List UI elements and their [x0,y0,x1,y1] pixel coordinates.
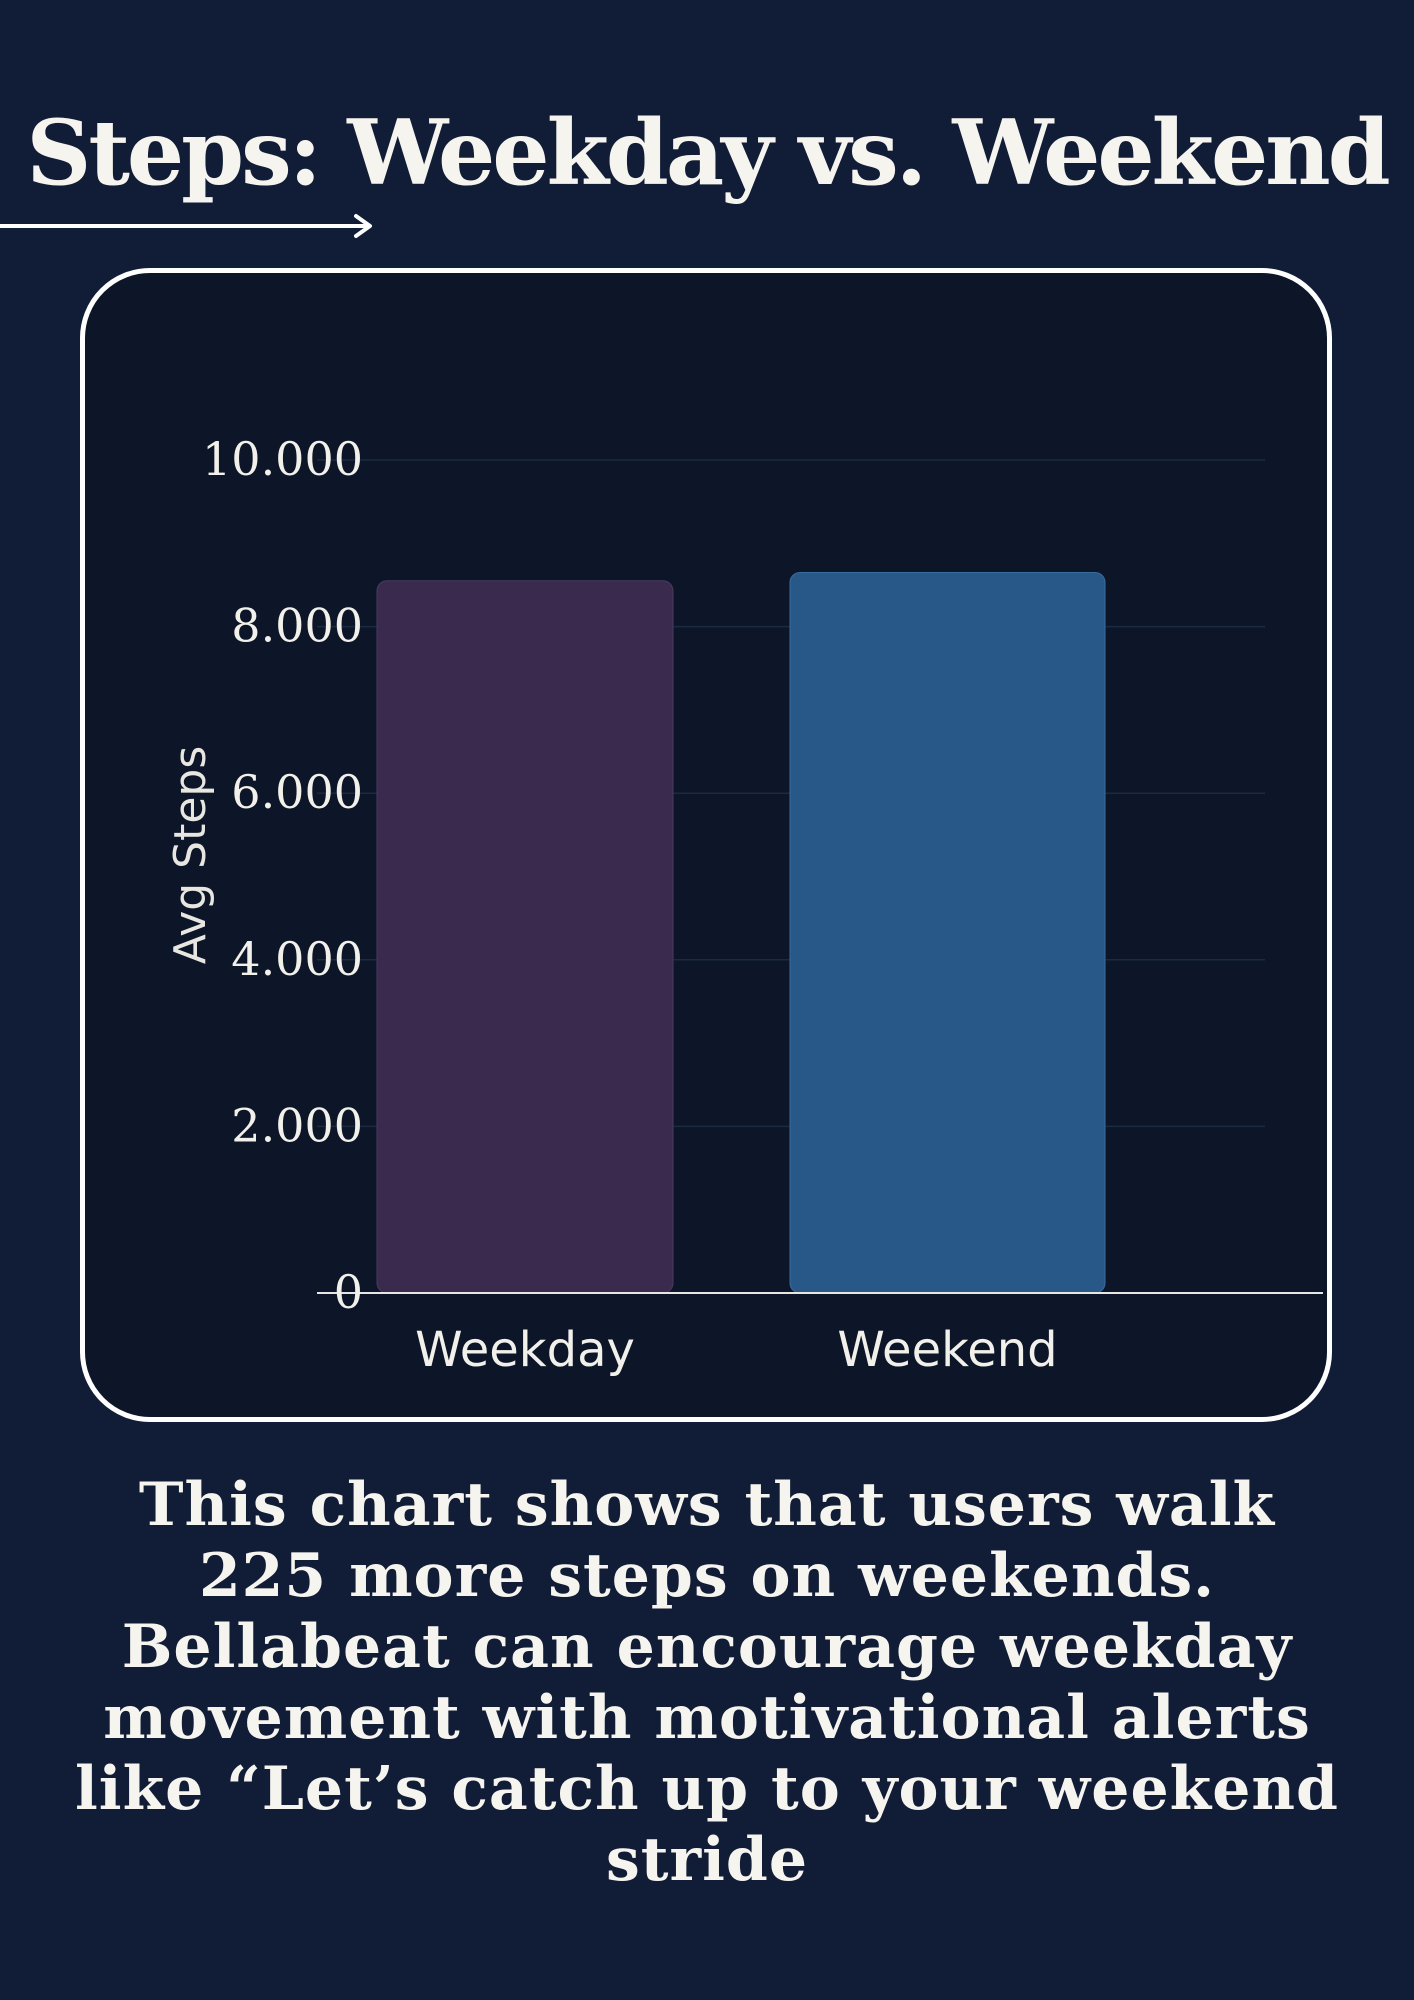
bar-weekend [789,571,1106,1294]
y-axis-label: Avg Steps [165,746,216,965]
caption-text: This chart shows that users walk 225 mor… [75,1470,1339,1895]
x-tick-labels: Weekday Weekend [415,1322,1058,1378]
bar-weekday [376,580,674,1294]
y-tick-label: 0 [334,1265,363,1319]
y-tick-label: 6.000 [231,765,363,819]
y-tick-label: 2.000 [231,1098,363,1152]
y-tick-label: 8.000 [231,599,363,653]
x-tick-label-weekend: Weekend [837,1322,1057,1378]
bar-chart: 0 2.000 4.000 6.000 8.000 10.000 Weekday Weeke… [165,432,1323,1378]
y-tick-label: 4.000 [231,932,363,986]
y-tick-label: 10.000 [202,432,363,486]
page-title: Steps: Weekday vs. Weekend [26,100,1390,206]
chart-card: 0 2.000 4.000 6.000 8.000 10.000 Weekday Weeke… [80,268,1332,1422]
y-tick-labels: 0 2.000 4.000 6.000 8.000 10.000 [202,432,363,1319]
bars [376,571,1106,1294]
x-tick-label-weekday: Weekday [415,1322,635,1378]
title-underline-arrow-icon [0,214,372,238]
